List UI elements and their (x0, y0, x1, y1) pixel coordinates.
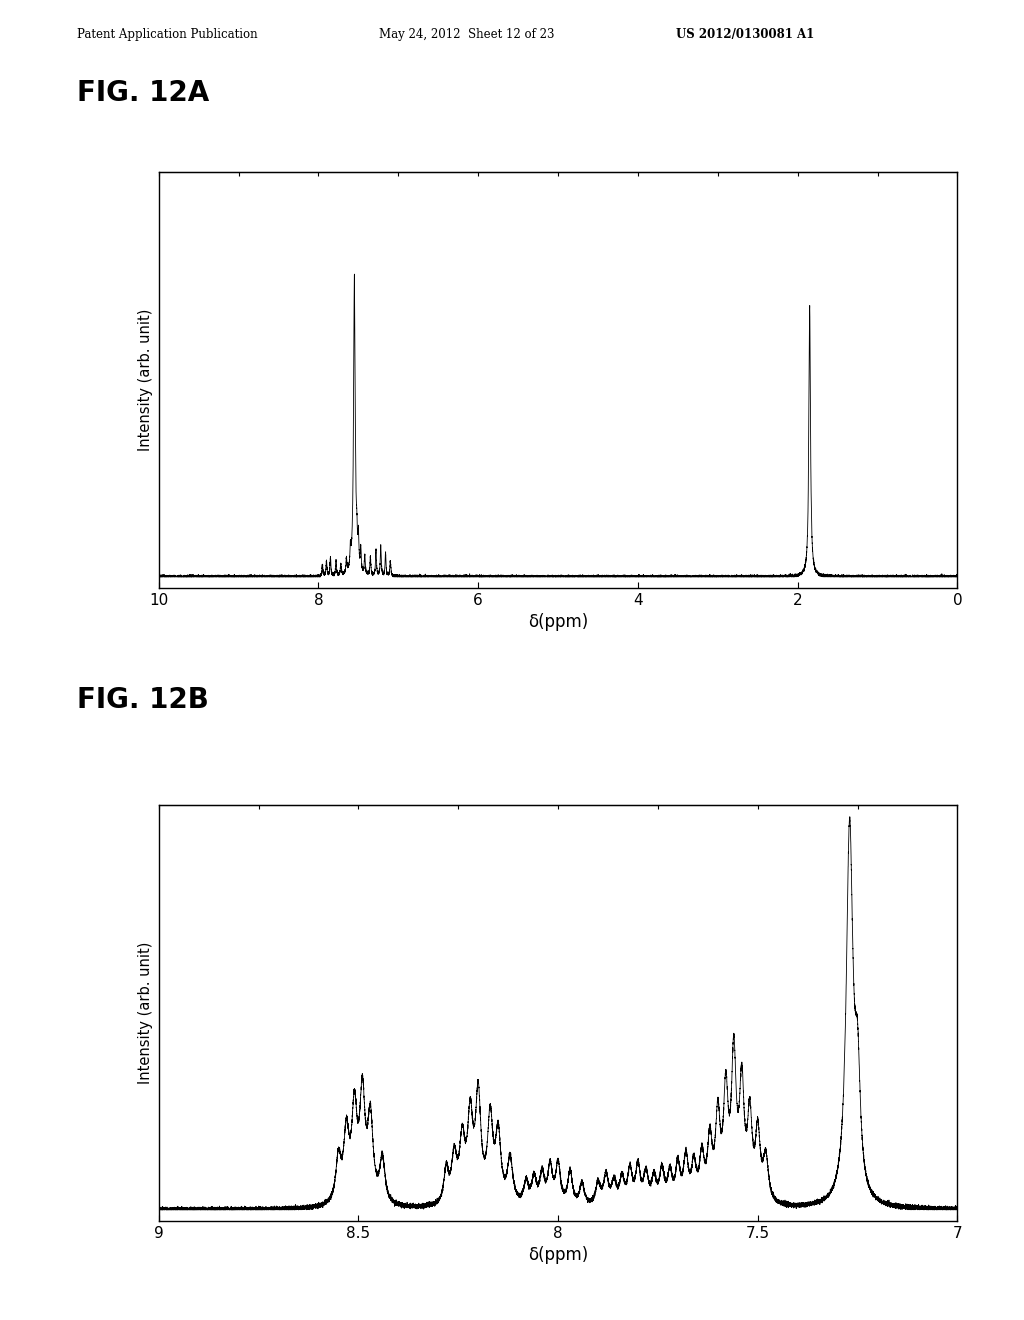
Y-axis label: Intensity (arb. unit): Intensity (arb. unit) (138, 309, 154, 451)
Text: FIG. 12A: FIG. 12A (77, 79, 209, 107)
X-axis label: δ(ppm): δ(ppm) (528, 1246, 588, 1265)
Text: FIG. 12B: FIG. 12B (77, 686, 209, 714)
Y-axis label: Intensity (arb. unit): Intensity (arb. unit) (138, 941, 154, 1084)
Text: US 2012/0130081 A1: US 2012/0130081 A1 (676, 28, 814, 41)
X-axis label: δ(ppm): δ(ppm) (528, 614, 588, 631)
Text: May 24, 2012  Sheet 12 of 23: May 24, 2012 Sheet 12 of 23 (379, 28, 554, 41)
Text: Patent Application Publication: Patent Application Publication (77, 28, 257, 41)
